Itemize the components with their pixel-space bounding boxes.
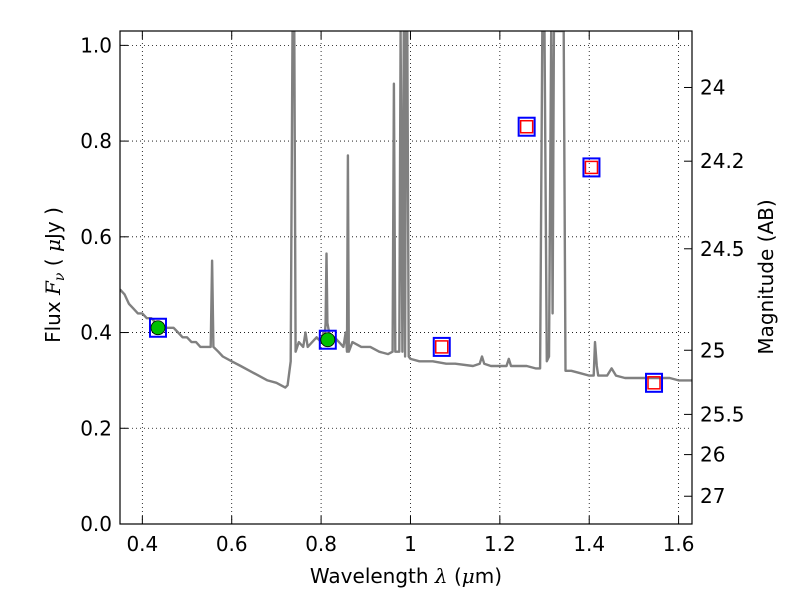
model-flux-point [645,372,664,393]
y-tick-label: 0.2 [80,416,112,440]
axis-ticks: 0.4 0.6 0.8 1 1.2 1.4 1.6 0.0 0.2 0.4 0.6 0.8 1.0 24 2… [80,31,745,556]
x-tick-label: 1.6 [663,532,695,556]
y-tick-label: 0.0 [80,512,112,536]
x-tick-label: 0.6 [216,532,248,556]
y-tick-label: 0.4 [80,321,112,345]
x-tick-label: 0.4 [126,532,158,556]
model-flux-point [517,116,536,137]
y2-tick-label: 27 [700,484,725,508]
marker-outer-square [645,372,664,393]
y-tick-label: 1.0 [80,33,112,57]
y2-tick-label: 24 [700,75,725,99]
marker-outer-square [318,329,337,350]
spectrum-line-layer [120,31,692,389]
marker-inner-square [584,160,599,175]
y2-tick-label: 25 [700,338,725,362]
y2-tick-label: 24.5 [700,237,745,261]
y2-tick-label: 25.5 [700,402,745,426]
y-tick-label: 0.6 [80,225,112,249]
y2-tick-label: 24.2 [700,149,745,173]
marker-inner-square [647,376,661,390]
photometry-markers [148,116,664,393]
y2-axis-label: Magnitude (AB) [754,199,778,354]
observed-flux-point [318,329,337,350]
marker-filled-circle [150,320,166,336]
x-axis-label: Wavelength λ (μm) [310,564,502,588]
marker-inner-square [435,340,449,354]
marker-outer-square [582,157,601,178]
x-tick-label: 1.4 [573,532,605,556]
marker-outer-square [148,317,167,338]
x-tick-label: 0.8 [305,532,337,556]
marker-outer-square [432,336,451,357]
x-tick-label: 1.2 [484,532,516,556]
marker-filled-circle [320,332,336,348]
x-tick-label: 1 [404,532,417,556]
observed-flux-point [148,317,167,338]
spectrum-line [120,31,692,389]
plot-frame [119,30,693,525]
y-axis-label: Flux Fν ( μJy ) [41,207,68,343]
marker-inner-square [519,119,534,134]
marker-outer-square [517,116,536,137]
y2-tick-label: 26 [700,443,725,467]
model-flux-point [582,157,601,178]
y-tick-label: 0.8 [80,129,112,153]
model-flux-point [432,336,451,357]
